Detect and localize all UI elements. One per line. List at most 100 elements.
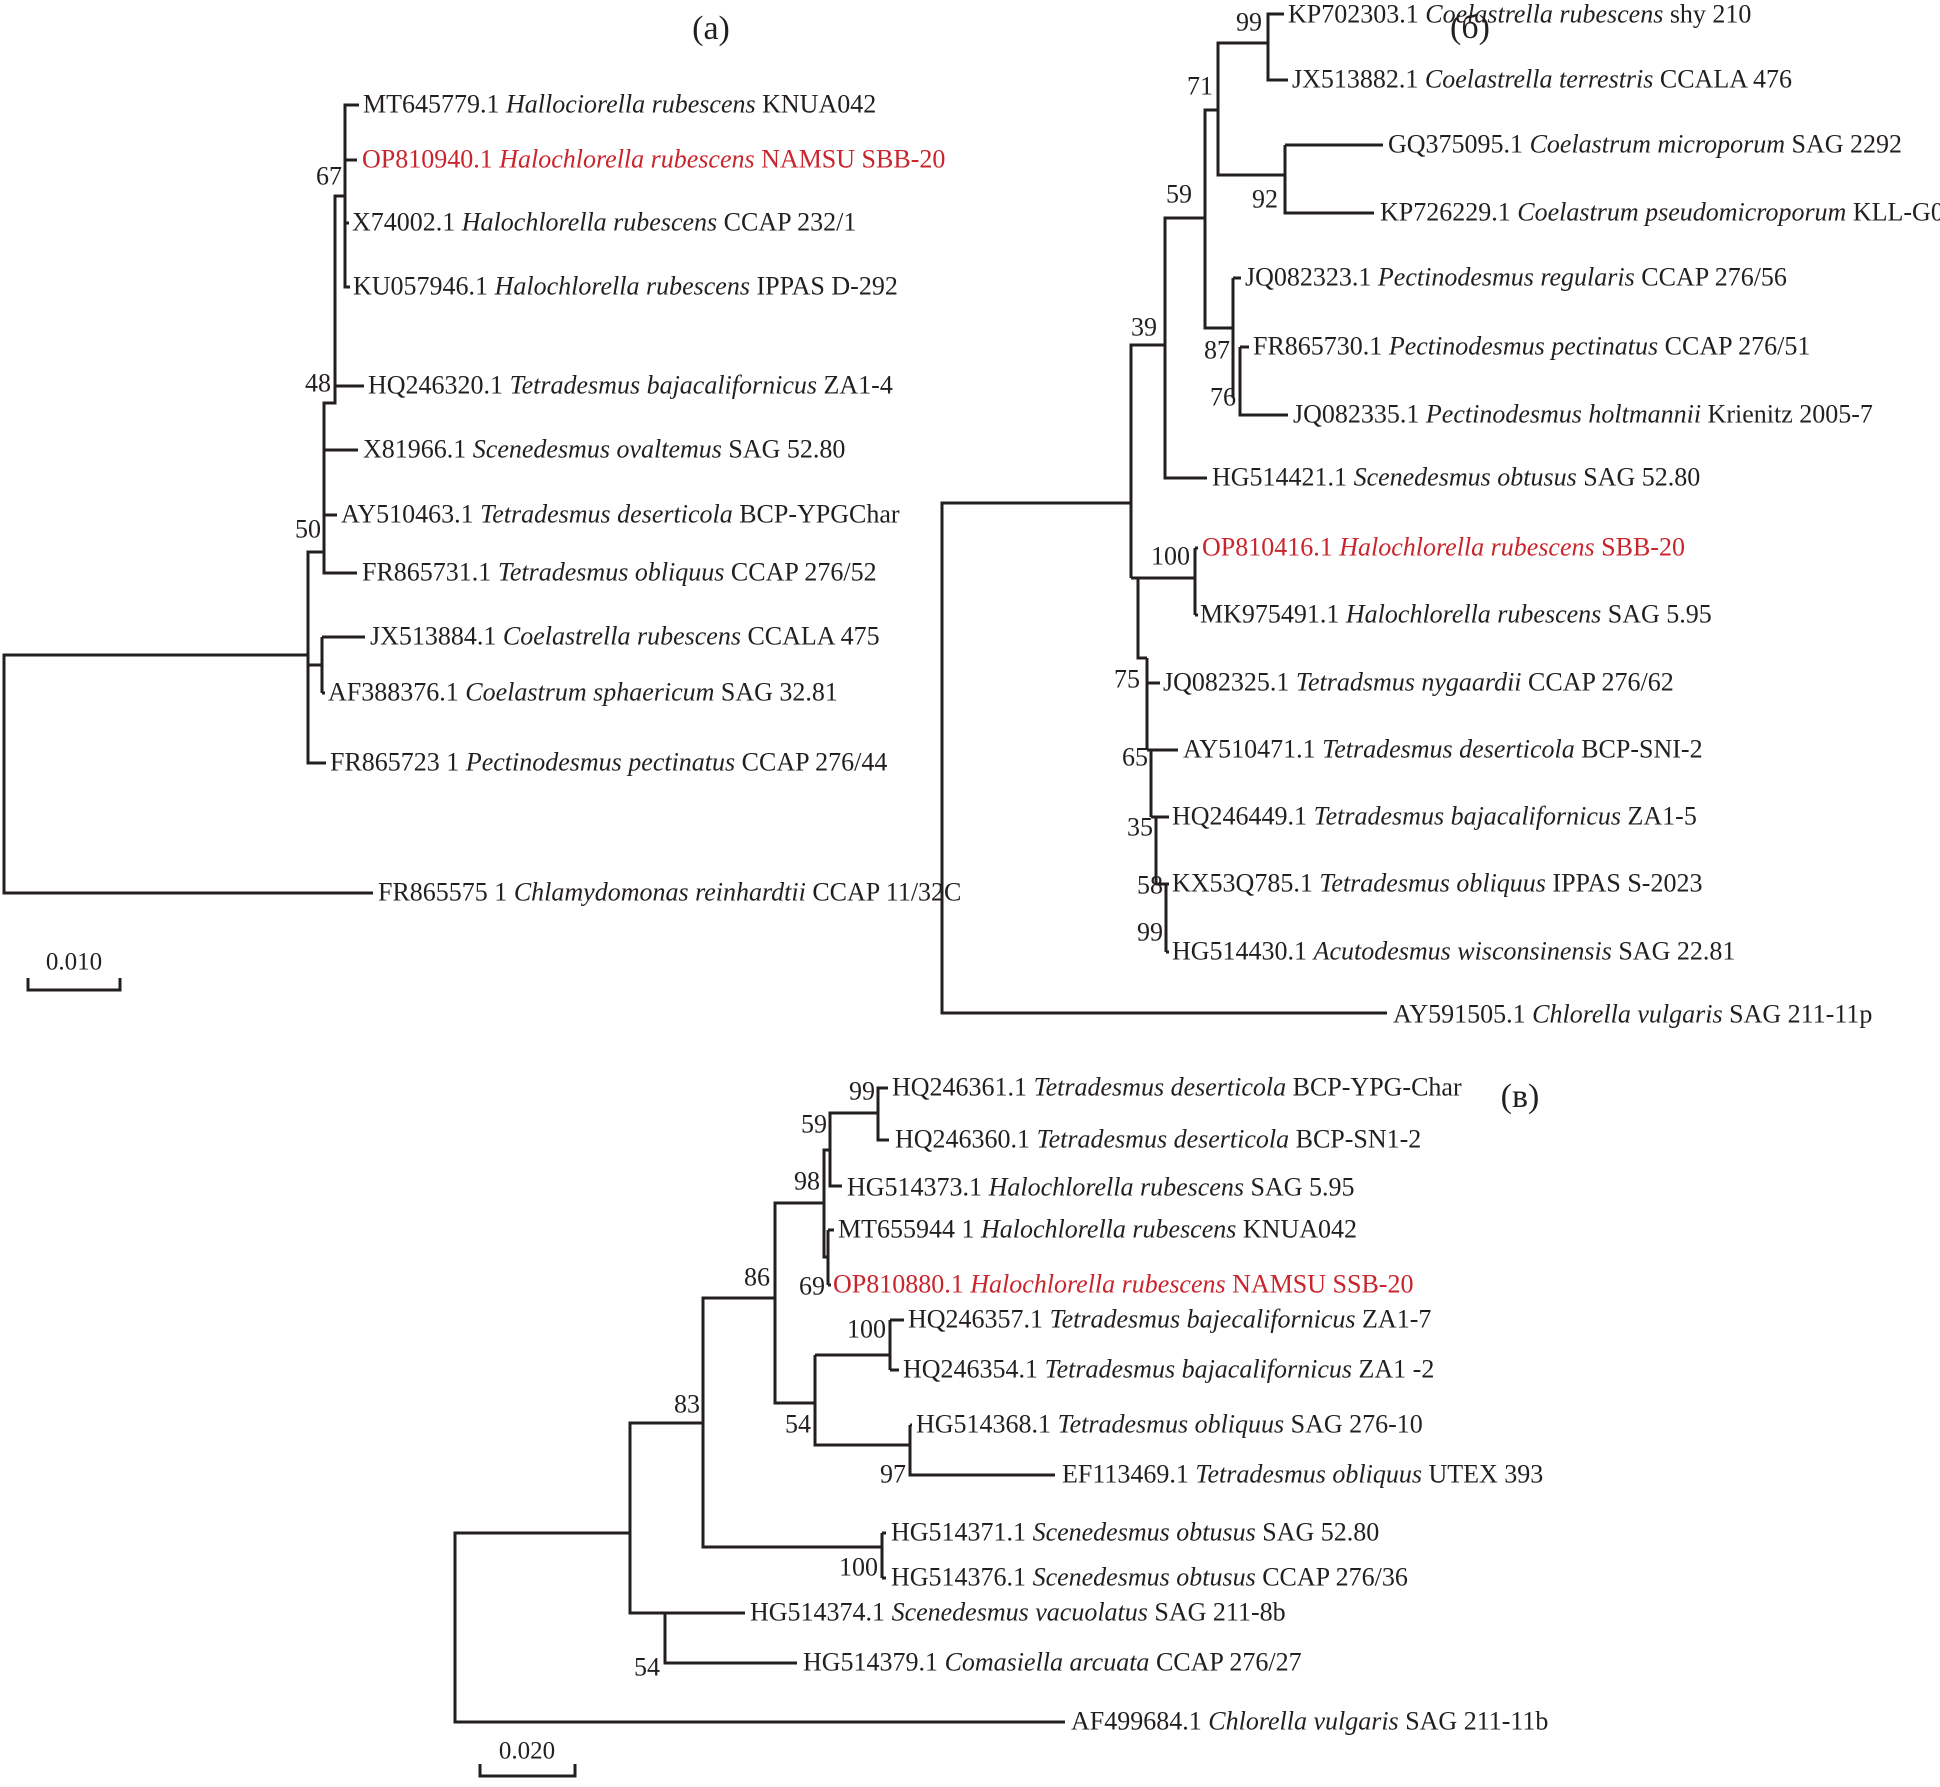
taxon-label: JQ082335.1 Pectinodesmus holtmannii Krie… [1293, 401, 1873, 427]
strain: SAG 5.95 [1250, 1172, 1355, 1202]
taxon-label: AY591505.1 Chlorella vulgaris SAG 211-11… [1393, 1001, 1872, 1027]
bootstrap-value: 97 [880, 1459, 906, 1489]
taxon-label: HG514373.1 Halochlorella rubescens SAG 5… [847, 1174, 1354, 1200]
accession: FR865730.1 [1253, 331, 1383, 361]
strain: CCAP 276/51 [1664, 331, 1811, 361]
taxon-label: JQ082323.1 Pectinodesmus regularis CCAP … [1245, 264, 1787, 290]
taxon-label: JQ082325.1 Tetradsmus nygaardii CCAP 276… [1163, 669, 1674, 695]
species-name: Halochlorella rubescens [499, 144, 755, 174]
strain: ZA1-5 [1627, 801, 1697, 831]
strain: SAG 32.81 [720, 677, 838, 707]
accession: KX53Q785.1 [1172, 868, 1313, 898]
strain: CCAP 276/27 [1155, 1647, 1302, 1677]
species-name: Coelastrum sphaericum [465, 677, 715, 707]
species-name: Tetradesmus bajacalifornicus [509, 370, 818, 400]
accession: FR865723 1 [330, 747, 460, 777]
panel-a-label: (а) [692, 10, 730, 47]
accession: KP702303.1 [1288, 0, 1419, 29]
strain: IPPAS D-292 [756, 271, 898, 301]
accession: JX513884.1 [370, 621, 497, 651]
taxon-label: HG514379.1 Comasiella arcuata CCAP 276/2… [803, 1649, 1302, 1675]
tree-b-branches [940, 12, 1387, 1015]
species-name: Scenedesmus ovaltemus [472, 434, 722, 464]
bootstrap-value: 50 [295, 514, 321, 544]
species-name: Pectinodesmus regularis [1377, 262, 1635, 292]
taxon-label: FR865731.1 Tetradesmus obliquus CCAP 276… [362, 559, 877, 585]
taxon-label: MT655944 1 Halochlorella rubescens KNUA0… [838, 1216, 1357, 1242]
accession: AF499684.1 [1071, 1706, 1202, 1736]
species-name: Halochlorella rubescens [970, 1269, 1226, 1299]
bootstrap-value: 87 [1204, 335, 1230, 365]
bootstrap-value: 65 [1122, 742, 1148, 772]
strain: CCAP 276/36 [1262, 1562, 1408, 1592]
bootstrap-value: 59 [1166, 179, 1192, 209]
bootstrap-value: 99 [849, 1076, 875, 1106]
species-name: Tetradesmus obliquus [497, 557, 725, 587]
panel-c-label: (в) [1500, 1078, 1540, 1115]
species-name: Tetradesmus obliquus [1195, 1459, 1422, 1489]
strain: NAMSU SSB-20 [1232, 1269, 1414, 1299]
species-name: Tetradsmus nygaardii [1295, 667, 1522, 697]
taxon-label: KX53Q785.1 Tetradesmus obliquus IPPAS S-… [1172, 870, 1702, 896]
accession: OP810416.1 [1202, 532, 1333, 562]
bootstrap-value: 100 [839, 1552, 878, 1582]
accession: KU057946.1 [353, 271, 489, 301]
taxon-label: FR865575 1 Chlamydomonas reinhardtii CCA… [378, 879, 961, 905]
strain: CCALA 476 [1659, 64, 1793, 94]
taxon-label: GQ375095.1 Coelastrum microporum SAG 229… [1388, 131, 1902, 157]
species-name: Tetradesmus deserticola [1033, 1072, 1287, 1102]
bootstrap-value: 92 [1252, 184, 1278, 214]
species-name: Tetradesmus bajacalifornicus [1313, 801, 1622, 831]
accession: JQ082323.1 [1245, 262, 1372, 292]
strain: SAG 276-10 [1290, 1409, 1423, 1439]
strain: CCAP 11/32C [812, 877, 962, 907]
taxon-label: HG514376.1 Scenedesmus obtusus CCAP 276/… [891, 1564, 1408, 1590]
accession: HG514421.1 [1212, 462, 1348, 492]
accession: HG514430.1 [1172, 936, 1308, 966]
taxon-label-highlighted: OP810416.1 Halochlorella rubescens SBB-2… [1202, 534, 1685, 560]
bootstrap-value: 54 [634, 1652, 660, 1682]
strain: SBB-20 [1601, 532, 1685, 562]
species-name: Pectinodesmus pectinatus [1388, 331, 1659, 361]
strain: ZA1-7 [1362, 1304, 1432, 1334]
taxon-label: HQ246449.1 Tetradesmus bajacalifornicus … [1172, 803, 1697, 829]
accession: HQ246354.1 [903, 1354, 1039, 1384]
strain: BCP-SNI-2 [1581, 734, 1703, 764]
species-name: Tetradesmus obliquus [1319, 868, 1546, 898]
strain: CCAP 232/1 [723, 207, 857, 237]
accession: X81966.1 [363, 434, 467, 464]
accession: AF388376.1 [328, 677, 459, 707]
bootstrap-value: 86 [744, 1262, 770, 1292]
taxon-label-highlighted: OP810940.1 Halochlorella rubescens NAMSU… [362, 146, 945, 172]
species-name: Scenedesmus obtusus [1032, 1562, 1256, 1592]
strain: SAG 52.80 [728, 434, 846, 464]
tree-a-branches [2, 103, 373, 992]
taxon-label: MT645779.1 Hallociorella rubescens KNUA0… [363, 91, 876, 117]
bootstrap-value: 99 [1236, 7, 1262, 37]
species-name: Halochlorella rubescens [461, 207, 718, 237]
strain: ZA1-4 [823, 370, 893, 400]
species-name: Tetradesmus obliquus [1057, 1409, 1285, 1439]
species-name: Halochlorella rubescens [1345, 599, 1602, 629]
taxon-label: MK975491.1 Halochlorella rubescens SAG 5… [1200, 601, 1712, 627]
strain: IPPAS S-2023 [1552, 868, 1703, 898]
accession: KP726229.1 [1380, 197, 1511, 227]
taxon-label: AY510463.1 Tetradesmus deserticola BCP-Y… [341, 501, 900, 527]
taxon-label: AF499684.1 Chlorella vulgaris SAG 211-11… [1071, 1708, 1548, 1734]
taxon-label: HG514374.1 Scenedesmus vacuolatus SAG 21… [750, 1599, 1286, 1625]
panel-b-label: (б) [1450, 9, 1490, 46]
accession: HG514371.1 [891, 1517, 1027, 1547]
accession: MT645779.1 [363, 89, 500, 119]
species-name: Acutodesmus wisconsinensis [1313, 936, 1612, 966]
bootstrap-value: 83 [674, 1389, 700, 1419]
species-name: Pectinodesmus pectinatus [465, 747, 736, 777]
bootstrap-value: 67 [316, 161, 342, 191]
accession: OP810880.1 [833, 1269, 964, 1299]
accession: FR865575 1 [378, 877, 508, 907]
bootstrap-value: 54 [785, 1409, 811, 1439]
bootstrap-value: 98 [794, 1166, 820, 1196]
strain: NAMSU SBB-20 [761, 144, 946, 174]
species-name: Scenedesmus obtusus [1032, 1517, 1256, 1547]
